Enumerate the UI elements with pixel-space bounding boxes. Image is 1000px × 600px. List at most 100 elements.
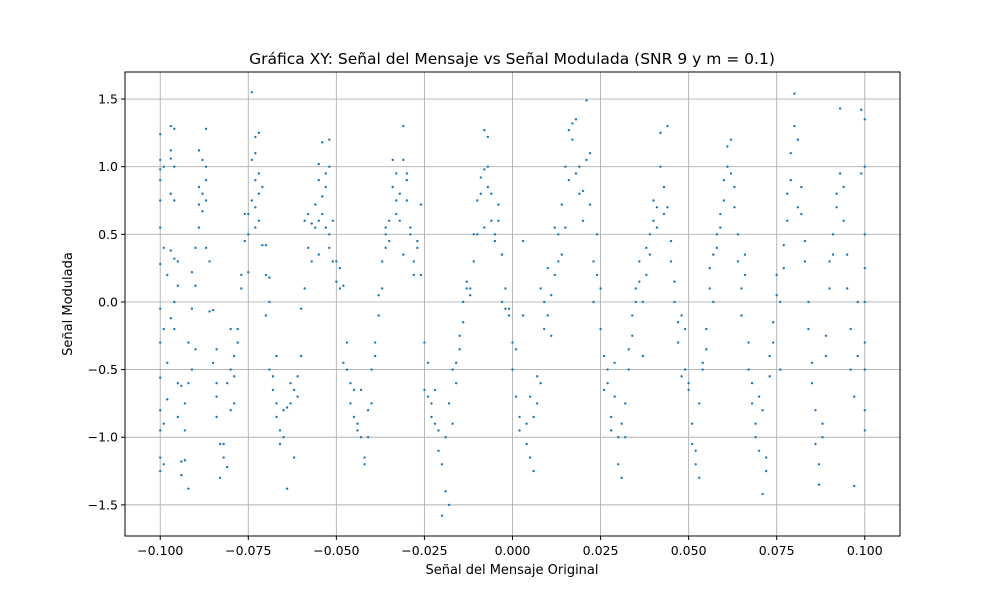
x-tick-label: 0.000 — [495, 543, 531, 558]
scatter-point — [726, 145, 729, 148]
scatter-point — [159, 158, 162, 162]
scatter-point — [553, 273, 556, 277]
scatter-point — [345, 368, 349, 371]
scatter-point — [176, 260, 180, 263]
scatter-point — [592, 260, 595, 263]
scatter-point — [447, 503, 451, 507]
scatter-point — [500, 253, 504, 256]
scatter-point — [694, 449, 697, 452]
scatter-point — [814, 408, 817, 412]
y-tick-label: −0.5 — [88, 362, 118, 377]
scatter-point — [757, 395, 761, 398]
scatter-point — [247, 271, 250, 274]
scatter-point — [388, 239, 391, 243]
scatter-point — [479, 192, 482, 195]
scatter-point — [828, 260, 831, 263]
scatter-point — [631, 314, 634, 317]
scatter-point — [571, 138, 574, 141]
scatter-point — [690, 422, 694, 425]
scatter-point — [514, 395, 518, 398]
scatter-point — [356, 429, 359, 432]
scatter-point — [634, 287, 637, 290]
scatter-point — [345, 341, 349, 344]
scatter-point — [180, 384, 183, 388]
scatter-point — [317, 162, 320, 166]
data-points — [159, 91, 866, 517]
scatter-point — [440, 463, 444, 466]
scatter-point — [159, 168, 162, 171]
scatter-point — [458, 348, 461, 351]
x-tick-label: 0.025 — [583, 543, 619, 558]
scatter-point — [786, 219, 789, 222]
scatter-point — [257, 172, 261, 175]
scatter-point — [683, 327, 687, 331]
scatter-point — [712, 300, 715, 304]
scatter-point — [176, 284, 180, 287]
scatter-point — [736, 260, 740, 263]
scatter-point — [201, 192, 204, 195]
scatter-point — [609, 429, 613, 432]
scatter-point — [335, 260, 338, 263]
scatter-point — [240, 273, 243, 277]
scatter-point — [609, 415, 613, 419]
scatter-point — [796, 138, 800, 141]
scatter-point — [233, 354, 236, 358]
scatter-point — [504, 287, 507, 290]
scatter-point — [458, 334, 461, 337]
scatter-point — [359, 388, 363, 392]
scatter-point — [324, 226, 327, 229]
scatter-point — [838, 172, 842, 175]
scatter-point — [768, 375, 771, 378]
scatter-point — [500, 300, 504, 304]
scatter-point — [335, 280, 338, 283]
scatter-point — [437, 449, 440, 452]
scatter-point — [278, 442, 282, 446]
scatter-point — [701, 361, 704, 365]
scatter-point — [243, 212, 246, 216]
scatter-point — [712, 253, 715, 256]
scatter-point — [560, 253, 564, 256]
scatter-point — [518, 429, 521, 432]
scatter-point — [321, 212, 324, 216]
scatter-point — [863, 266, 866, 270]
scatter-point — [835, 206, 838, 209]
scatter-point — [162, 463, 165, 466]
scatter-point — [225, 381, 229, 385]
scatter-point — [197, 203, 201, 206]
scatter-point — [543, 327, 546, 331]
scatter-point — [800, 212, 803, 216]
scatter-point — [648, 233, 652, 236]
scatter-point — [708, 266, 711, 270]
scatter-point — [233, 402, 236, 405]
scatter-point — [793, 124, 796, 128]
scatter-point — [423, 388, 426, 392]
scatter-point — [377, 314, 380, 317]
scatter-point — [169, 149, 172, 152]
scatter-point — [405, 172, 409, 175]
scatter-point — [863, 341, 866, 344]
scatter-point — [289, 381, 292, 385]
scatter-point — [377, 294, 380, 297]
scatter-point — [201, 158, 204, 162]
scatter-point — [412, 260, 416, 263]
scatter-point — [173, 127, 176, 131]
scatter-point — [292, 388, 296, 392]
scatter-point — [655, 206, 659, 209]
scatter-point — [321, 141, 324, 144]
scatter-point — [754, 422, 757, 425]
scatter-point — [240, 287, 243, 290]
scatter-point — [282, 408, 285, 412]
scatter-point — [638, 280, 641, 283]
scatter-point — [342, 284, 345, 287]
scatter-point — [652, 219, 655, 222]
scatter-point — [187, 381, 190, 385]
scatter-point — [824, 334, 828, 337]
scatter-point — [708, 287, 711, 290]
scatter-point — [592, 300, 595, 304]
scatter-point — [705, 348, 708, 351]
scatter-point — [680, 314, 683, 317]
scatter-point — [268, 300, 271, 304]
scatter-point — [469, 287, 472, 290]
scatter-point — [159, 133, 162, 136]
scatter-point — [486, 165, 490, 168]
